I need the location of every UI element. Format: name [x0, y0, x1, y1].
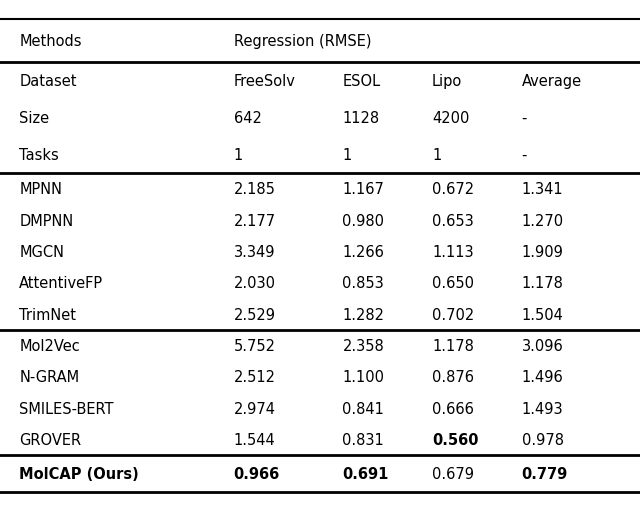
Text: 1.178: 1.178 [432, 338, 474, 354]
Text: 0.691: 0.691 [342, 466, 388, 481]
Text: 1.113: 1.113 [432, 244, 474, 260]
Text: 0.876: 0.876 [432, 370, 474, 385]
Text: ESOL: ESOL [342, 74, 381, 89]
Text: MGCN: MGCN [19, 244, 64, 260]
Text: 2.030: 2.030 [234, 276, 276, 291]
Text: Tasks: Tasks [19, 148, 59, 163]
Text: 0.853: 0.853 [342, 276, 384, 291]
Text: Average: Average [522, 74, 582, 89]
Text: 5.752: 5.752 [234, 338, 276, 354]
Text: 3.096: 3.096 [522, 338, 563, 354]
Text: 2.358: 2.358 [342, 338, 384, 354]
Text: 1.282: 1.282 [342, 307, 385, 322]
Text: 0.831: 0.831 [342, 432, 384, 447]
Text: 0.966: 0.966 [234, 466, 280, 481]
Text: 1.493: 1.493 [522, 401, 563, 416]
Text: 0.980: 0.980 [342, 213, 385, 228]
Text: 3.349: 3.349 [234, 244, 275, 260]
Text: Dataset: Dataset [19, 74, 77, 89]
Text: 2.974: 2.974 [234, 401, 276, 416]
Text: 0.679: 0.679 [432, 466, 474, 481]
Text: 0.560: 0.560 [432, 432, 479, 447]
Text: 1.266: 1.266 [342, 244, 384, 260]
Text: 0.841: 0.841 [342, 401, 384, 416]
Text: 1.178: 1.178 [522, 276, 563, 291]
Text: 1: 1 [342, 148, 351, 163]
Text: 0.779: 0.779 [522, 466, 568, 481]
Text: 4200: 4200 [432, 111, 469, 126]
Text: 0.653: 0.653 [432, 213, 474, 228]
Text: 0.672: 0.672 [432, 182, 474, 197]
Text: 1.167: 1.167 [342, 182, 384, 197]
Text: 1.496: 1.496 [522, 370, 563, 385]
Text: 0.666: 0.666 [432, 401, 474, 416]
Text: 1.270: 1.270 [522, 213, 564, 228]
Text: 0.650: 0.650 [432, 276, 474, 291]
Text: FreeSolv: FreeSolv [234, 74, 296, 89]
Text: GROVER: GROVER [19, 432, 81, 447]
Text: Methods: Methods [19, 34, 82, 49]
Text: Mol2Vec: Mol2Vec [19, 338, 80, 354]
Text: 1.341: 1.341 [522, 182, 563, 197]
Text: Size: Size [19, 111, 49, 126]
Text: Regression (RMSE): Regression (RMSE) [234, 34, 371, 49]
Text: 1: 1 [234, 148, 243, 163]
Text: MolCAP (Ours): MolCAP (Ours) [19, 466, 139, 481]
Text: MPNN: MPNN [19, 182, 62, 197]
Text: 1.100: 1.100 [342, 370, 385, 385]
Text: SMILES-BERT: SMILES-BERT [19, 401, 114, 416]
Text: 2.529: 2.529 [234, 307, 276, 322]
Text: 2.185: 2.185 [234, 182, 275, 197]
Text: 2.512: 2.512 [234, 370, 276, 385]
Text: 1128: 1128 [342, 111, 380, 126]
Text: DMPNN: DMPNN [19, 213, 74, 228]
Text: 1.909: 1.909 [522, 244, 563, 260]
Text: 642: 642 [234, 111, 262, 126]
Text: N-GRAM: N-GRAM [19, 370, 79, 385]
Text: 0.978: 0.978 [522, 432, 564, 447]
Text: 2.177: 2.177 [234, 213, 276, 228]
Text: TrimNet: TrimNet [19, 307, 76, 322]
Text: -: - [522, 111, 527, 126]
Text: 1: 1 [432, 148, 441, 163]
Text: 0.702: 0.702 [432, 307, 474, 322]
Text: -: - [522, 148, 527, 163]
Text: Lipo: Lipo [432, 74, 462, 89]
Text: AttentiveFP: AttentiveFP [19, 276, 103, 291]
Text: 1.504: 1.504 [522, 307, 563, 322]
Text: 1.544: 1.544 [234, 432, 275, 447]
